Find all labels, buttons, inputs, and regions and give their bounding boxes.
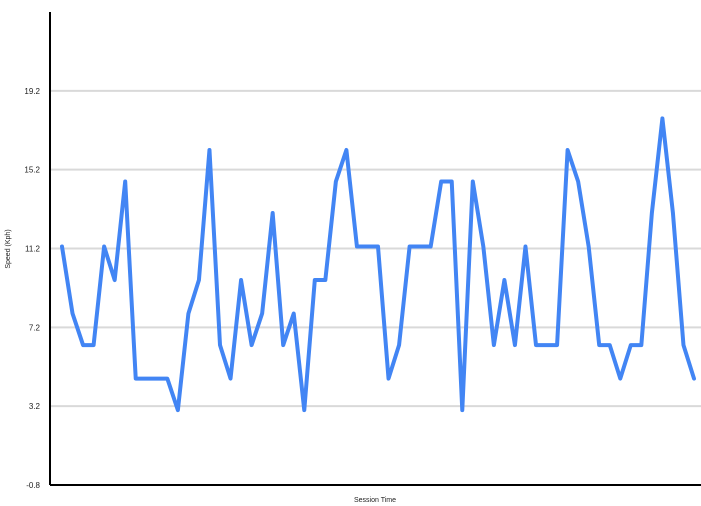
y-tick-labels: -0.8 3.2 7.2 11.2 15.2 19.2 [24, 87, 40, 490]
x-axis-title: Session Time [354, 497, 396, 504]
y-tick-label: 15.2 [24, 166, 40, 175]
y-tick-label: 3.2 [29, 402, 41, 411]
y-axis-title: Speed (Kph) [5, 229, 12, 268]
y-tick-label: -0.8 [26, 481, 40, 490]
y-tick-label: 19.2 [24, 87, 40, 96]
y-tick-label: 7.2 [29, 323, 41, 332]
axes [49, 12, 701, 486]
y-tick-label: 11.2 [25, 245, 41, 254]
series-line-speed [60, 116, 696, 413]
series-layer [60, 116, 696, 413]
